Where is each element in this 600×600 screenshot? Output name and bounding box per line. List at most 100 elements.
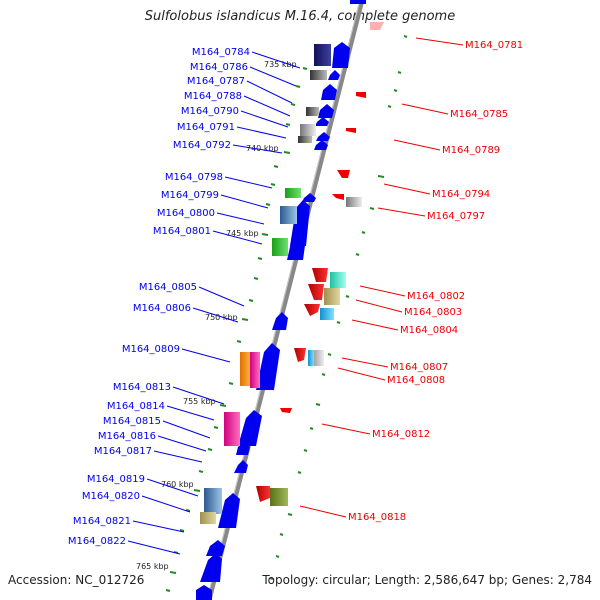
genome-title: Sulfolobus islandicus M.16.4, complete g…	[144, 9, 456, 24]
gene-label-left: M164_0806	[133, 303, 191, 314]
leader-line	[132, 520, 185, 533]
gene-arrow	[332, 194, 344, 200]
leader-line	[146, 478, 199, 497]
leader-line	[246, 80, 293, 104]
leader-line	[240, 110, 289, 128]
leader-line	[157, 435, 207, 452]
forward-strand-genes	[196, 0, 366, 600]
gene-label-right: M164_0789	[442, 145, 500, 156]
kbp-label: 745 kbp	[226, 229, 259, 238]
gene-block	[285, 188, 301, 198]
leader-line	[351, 319, 399, 331]
gene-label-left: M164_0815	[103, 416, 161, 427]
gene-label-right: M164_0812	[372, 429, 430, 440]
kbp-label: 755 kbp	[183, 397, 216, 406]
gene-label-right: M164_0794	[432, 189, 490, 200]
forward-colored-blocks	[200, 44, 331, 524]
leader-line	[251, 51, 301, 69]
gene-label-left: M164_0814	[107, 401, 165, 412]
right-gene-labels: M164_0781 M164_0785 M164_0789 M164_0794 M164…	[348, 40, 523, 523]
gene-block	[270, 488, 288, 506]
gene-arrow	[272, 312, 288, 330]
gene-block	[224, 412, 240, 446]
leader-line	[192, 307, 239, 323]
gene-arrow	[337, 170, 350, 178]
gene-block	[310, 70, 327, 80]
leader-line	[359, 285, 406, 297]
gene-label-left: M164_0786	[190, 62, 248, 73]
leader-line	[127, 540, 181, 555]
gene-label-left: M164_0821	[73, 516, 131, 527]
gene-block	[200, 512, 216, 524]
leader-line	[153, 450, 203, 463]
gene-block	[306, 107, 319, 116]
leader-line	[166, 405, 215, 421]
gene-arrow	[218, 493, 240, 528]
gene-block	[320, 308, 334, 320]
accession-label: Accession: NC_012726	[8, 573, 145, 587]
kbp-label: 765 kbp	[136, 562, 169, 571]
leader-line	[249, 66, 297, 87]
gene-arrow	[302, 193, 316, 202]
gene-arrow	[256, 486, 270, 502]
gene-arrow	[315, 117, 329, 126]
leader-line	[172, 386, 225, 405]
leader-line	[337, 367, 386, 381]
gene-label-left: M164_0817	[94, 446, 152, 457]
gene-label-left: M164_0799	[161, 190, 219, 201]
gene-label-right: M164_0802	[407, 291, 465, 302]
leader-line	[341, 357, 389, 368]
gene-arrow	[328, 70, 340, 80]
reverse-strand-genes	[256, 22, 384, 506]
leader-line	[216, 212, 265, 225]
gene-arrow	[314, 140, 328, 150]
gene-label-left: M164_0813	[113, 382, 171, 393]
gene-block	[346, 197, 362, 207]
leader-line	[377, 207, 426, 217]
gene-label-left: M164_0790	[181, 106, 239, 117]
gene-block	[240, 352, 250, 386]
gene-label-left: M164_0819	[87, 474, 145, 485]
gene-block	[300, 124, 316, 136]
gene-label-left: M164_0801	[153, 226, 211, 237]
gene-arrow	[356, 92, 366, 98]
gene-block	[280, 206, 297, 224]
leader-line	[198, 286, 245, 307]
leader-line	[224, 176, 273, 189]
right-gene-leaders	[299, 37, 464, 518]
gene-arrow	[304, 304, 320, 316]
gene-arrow	[256, 343, 280, 390]
kbp-scale-labels: 735 kbp 740 kbp 745 kbp 750 kbp 755 kbp 760 k…	[136, 60, 297, 571]
scale-ticks-right	[269, 35, 408, 580]
gene-arrow	[236, 442, 250, 455]
gene-label-left: M164_0820	[82, 491, 140, 502]
kbp-label: 740 kbp	[246, 144, 279, 153]
gene-label-left: M164_0791	[177, 122, 235, 133]
gene-label-left: M164_0816	[98, 431, 156, 442]
leader-line	[141, 495, 191, 513]
gene-arrow	[332, 42, 350, 68]
topology-summary: Topology: circular; Length: 2,586,647 bp…	[262, 573, 592, 587]
gene-arrow	[312, 268, 328, 282]
gene-arrow	[370, 22, 384, 30]
gene-arrow	[318, 104, 334, 118]
gene-arrow	[321, 84, 337, 100]
left-gene-leaders	[127, 51, 301, 555]
scale-ticks-left	[165, 67, 308, 592]
gene-label-left: M164_0784	[192, 47, 250, 58]
gene-label-left: M164_0787	[187, 76, 245, 87]
leader-line	[220, 194, 269, 209]
kbp-label: 760 kbp	[161, 480, 194, 489]
leader-line	[236, 126, 287, 139]
leader-line	[355, 299, 403, 313]
gene-block	[308, 350, 314, 366]
gene-block	[298, 136, 312, 143]
leader-line	[181, 348, 231, 363]
gene-label-right: M164_0803	[404, 307, 462, 318]
gene-arrow	[206, 540, 225, 556]
gene-arrow	[287, 232, 306, 260]
gene-arrow	[294, 348, 306, 362]
leader-line	[243, 95, 291, 117]
gene-label-right: M164_0785	[450, 109, 508, 120]
gene-label-left: M164_0792	[173, 140, 231, 151]
